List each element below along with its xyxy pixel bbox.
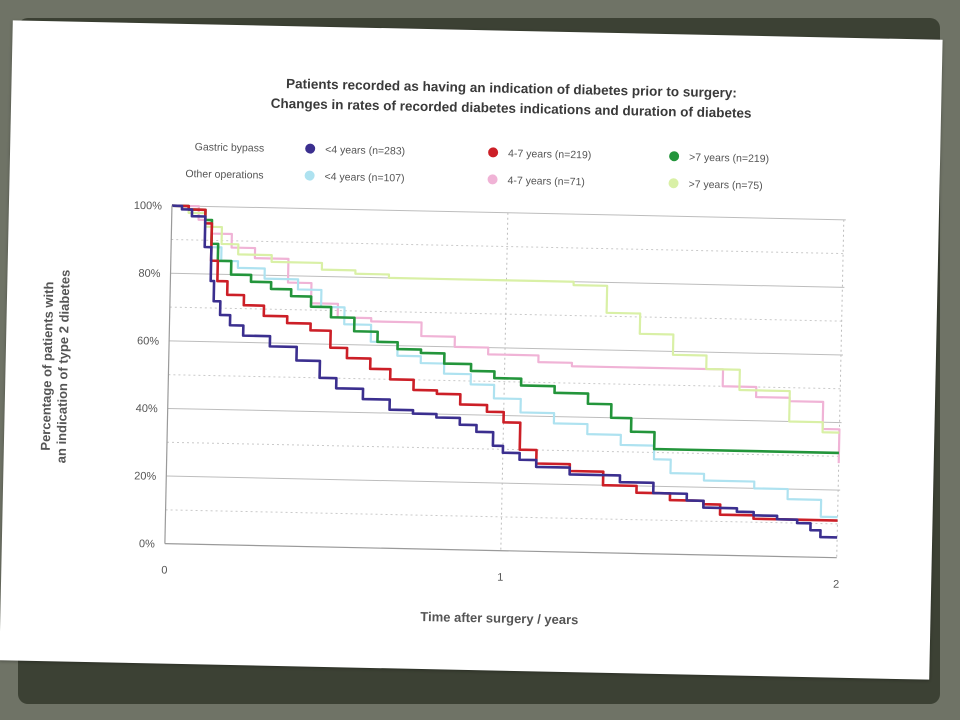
gridline-h-100 [171,205,846,221]
legend-label: 4-7 years (n=219) [508,148,591,162]
y-tick-label: 20% [134,470,156,482]
legend-marker [488,147,499,158]
chart-svg: Patients recorded as having an indicatio… [38,76,846,627]
chart-sheet: Patients recorded as having an indicatio… [0,20,943,680]
legend-marker [668,178,679,189]
legend-marker [669,151,680,162]
gridline-h-70 [169,306,844,322]
x-tick-label: 1 [497,572,503,584]
y-axis-line [164,205,173,544]
gridline-h-60 [169,340,843,356]
y-tick-label: 100% [134,200,163,213]
legend-marker [304,170,315,181]
y-tick-label: 60% [137,335,159,347]
axes [164,205,837,559]
y-tick-label: 0% [139,538,155,550]
gridline-h-20 [166,475,841,491]
series-lines [171,204,841,539]
axis-ticks: 0% 20% 40% 60% 80% 100% 0 1 2 [134,200,840,591]
x-tick-label: 2 [833,579,839,591]
series-line [171,204,838,519]
y-tick-label: 40% [136,403,158,415]
legend-label: <4 years (n=283) [325,144,405,158]
chart-subtitle: Changes in rates of recorded diabetes in… [271,96,752,121]
legend-label: >7 years (n=75) [688,179,762,193]
series-line [171,204,838,539]
legend-row-label-1: Gastric bypass [195,141,265,154]
legend-marker [487,174,498,185]
y-tick-label: 80% [138,268,160,280]
legend-label: <4 years (n=107) [324,171,404,185]
legend: <4 years (n=283) 4-7 years (n=219) >7 year… [304,143,769,192]
legend-label: 4-7 years (n=71) [507,175,585,189]
x-axis-label: Time after surgery / years [420,609,578,627]
x-axis-line [164,543,837,559]
legend-row-label-2: Other operations [185,168,263,182]
legend-marker [305,143,316,154]
gridline-v-1 [500,212,509,551]
y-axis-label-line-2: an indication of type 2 diabetes [54,270,73,464]
gridline-h-90 [171,238,846,255]
x-tick-label: 0 [161,565,167,577]
legend-label: >7 years (n=219) [689,152,769,166]
gridline-v-2 [836,219,845,558]
gridline-h-10 [165,509,840,525]
series-line [171,204,840,434]
y-axis-label-line-1: Percentage of patients with [38,281,57,450]
